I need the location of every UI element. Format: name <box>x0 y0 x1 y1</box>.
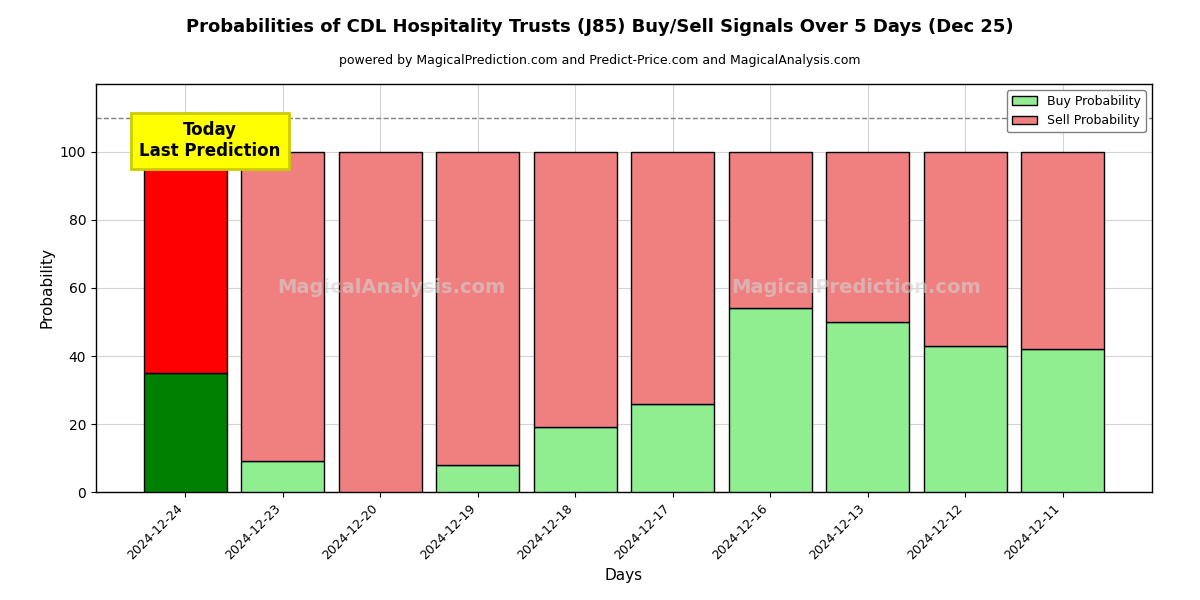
Y-axis label: Probability: Probability <box>40 247 54 328</box>
Text: MagicalAnalysis.com: MagicalAnalysis.com <box>277 278 506 298</box>
Bar <box>827 322 910 492</box>
Bar <box>437 465 520 492</box>
Text: Today
Last Prediction: Today Last Prediction <box>139 121 281 160</box>
Text: Probabilities of CDL Hospitality Trusts (J85) Buy/Sell Signals Over 5 Days (Dec : Probabilities of CDL Hospitality Trusts … <box>186 18 1014 36</box>
Bar <box>241 152 324 461</box>
Bar <box>241 461 324 492</box>
Bar <box>728 308 811 492</box>
Bar <box>144 373 227 492</box>
Bar <box>1021 152 1104 349</box>
Bar <box>534 152 617 427</box>
Bar <box>827 152 910 322</box>
Bar <box>338 152 421 492</box>
Text: MagicalPrediction.com: MagicalPrediction.com <box>732 278 982 298</box>
Bar <box>924 346 1007 492</box>
Bar <box>924 152 1007 346</box>
Text: powered by MagicalPrediction.com and Predict-Price.com and MagicalAnalysis.com: powered by MagicalPrediction.com and Pre… <box>340 54 860 67</box>
Bar <box>728 152 811 308</box>
Bar <box>631 404 714 492</box>
Bar <box>1021 349 1104 492</box>
Bar <box>144 152 227 373</box>
X-axis label: Days: Days <box>605 568 643 583</box>
Bar <box>631 152 714 404</box>
Bar <box>534 427 617 492</box>
Legend: Buy Probability, Sell Probability: Buy Probability, Sell Probability <box>1007 90 1146 133</box>
Bar <box>437 152 520 465</box>
